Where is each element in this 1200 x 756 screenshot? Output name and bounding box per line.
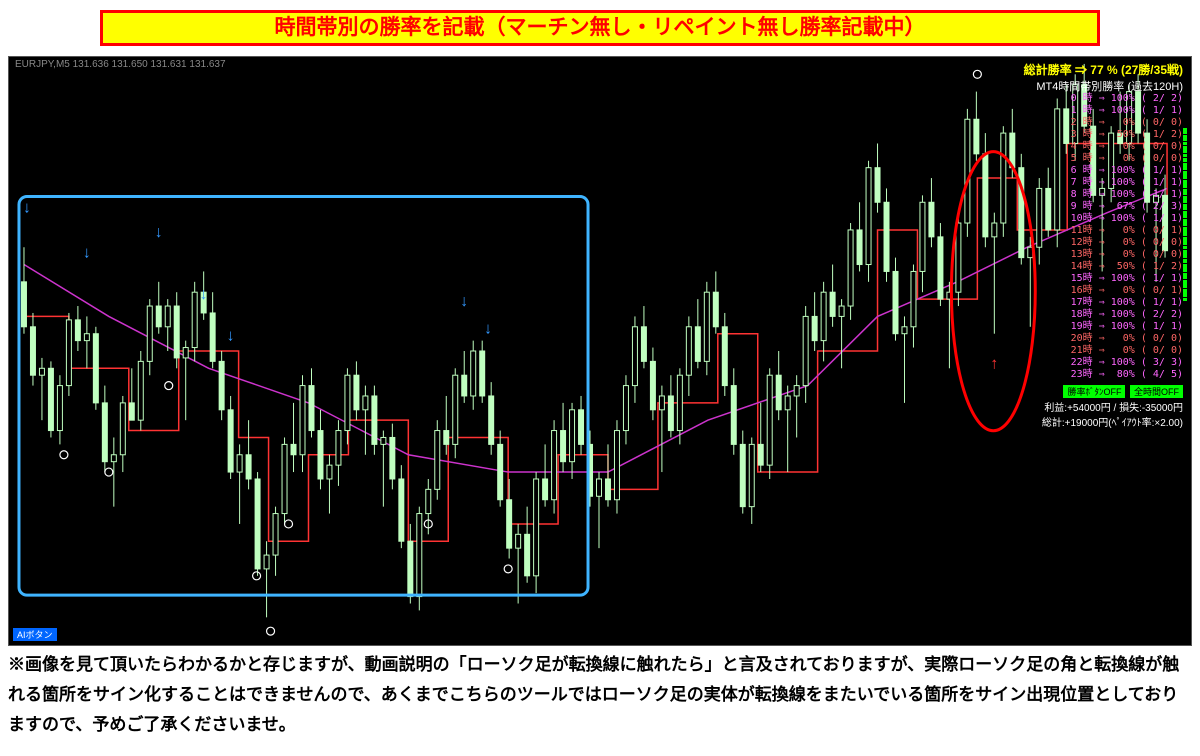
banner-title: 時間帯別の勝率を記載（マーチン無し・リペイント無し勝率記載中） [100, 10, 1100, 46]
ai-button[interactable]: AIボタン [13, 628, 57, 641]
stats-header: 総計勝率 ⇒ 77 % (27勝/35戦) MT4時間帯別勝率 (過去120H) [1024, 61, 1183, 94]
hour-row: 14時 ⇒ 50% ( 1/ 2) [1071, 261, 1183, 273]
hour-row: 1 時 ⇒ 100% ( 1/ 1) [1071, 105, 1183, 117]
side-bars [1183, 127, 1189, 302]
hour-row: 7 時 ⇒ 100% ( 1/ 1) [1071, 177, 1183, 189]
alltime-toggle-button[interactable]: 全時間OFF [1130, 385, 1183, 398]
hour-row: 6 時 ⇒ 100% ( 1/ 1) [1071, 165, 1183, 177]
chart-area[interactable]: EURJPY,M5 131.636 131.650 131.631 131.63… [8, 56, 1192, 646]
hour-row: 16時 ⇒ 0% ( 0/ 1) [1071, 285, 1183, 297]
hour-row: 3 時 ⇒ 50% ( 1/ 2) [1071, 129, 1183, 141]
hour-row: 20時 ⇒ 0% ( 0/ 0) [1071, 333, 1183, 345]
hour-row: 19時 ⇒ 100% ( 1/ 1) [1071, 321, 1183, 333]
winrate-toggle-button[interactable]: 勝率ﾎﾞﾀﾝOFF [1063, 385, 1125, 398]
hour-row: 9 時 ⇒ 67% ( 2/ 3) [1071, 201, 1183, 213]
hour-row: 15時 ⇒ 100% ( 1/ 1) [1071, 273, 1183, 285]
footer-note: ※画像を見て頂いたらわかるかと存じますが、動画説明の「ローソク足が転換線に触れた… [8, 650, 1192, 740]
down-arrow-icon: ↓ [200, 286, 208, 303]
hour-row: 0 時 ⇒ 100% ( 2/ 2) [1071, 93, 1183, 105]
hour-row: 8 時 ⇒ 100% ( 1/ 1) [1071, 189, 1183, 201]
hour-row: 21時 ⇒ 0% ( 0/ 0) [1071, 345, 1183, 357]
stats-subtitle: MT4時間帯別勝率 (過去120H) [1024, 78, 1183, 94]
total-winrate: 総計勝率 ⇒ 77 % (27勝/35戦) [1024, 61, 1183, 78]
down-arrow-icon: ↓ [460, 293, 468, 310]
hour-row: 2 時 ⇒ 0% ( 0/ 0) [1071, 117, 1183, 129]
hour-row: 12時 ⇒ 0% ( 0/ 0) [1071, 237, 1183, 249]
signal-circle-icon [253, 572, 261, 580]
hour-row: 22時 ⇒ 100% ( 3/ 3) [1071, 357, 1183, 369]
down-arrow-icon: ↓ [227, 328, 235, 345]
highlight-ellipse-red [951, 152, 1035, 431]
signal-circle-icon [285, 520, 293, 528]
hour-winrate-table: 0 時 ⇒ 100% ( 2/ 2)1 時 ⇒ 100% ( 1/ 1)2 時 … [1071, 93, 1183, 381]
down-arrow-icon: ↓ [83, 245, 91, 262]
signal-circle-icon [105, 468, 113, 476]
down-arrow-icon: ↓ [23, 200, 31, 217]
hour-row: 10時 ⇒ 100% ( 1/ 1) [1071, 213, 1183, 225]
toggle-buttons: 勝率ﾎﾞﾀﾝOFF 全時間OFF [1061, 385, 1183, 398]
signal-circle-icon [973, 70, 981, 78]
hour-row: 11時 ⇒ 0% ( 0/ 1) [1071, 225, 1183, 237]
grand-total-line: 総計:+19000円(ﾍﾟｲｱｳﾄ率:×2.00) [1042, 414, 1183, 429]
profit-totals: 利益:+54000円 / 損失:-35000円 総計:+19000円(ﾍﾟｲｱｳ… [1042, 399, 1183, 429]
up-arrow-icon: ↑ [990, 355, 998, 372]
candlestick-plot: ↓ ↓ ↓ ↓ ↓ ↓ ↓ ↑ [9, 57, 1191, 645]
signal-circle-icon [267, 627, 275, 635]
hour-row: 23時 ⇒ 80% ( 4/ 5) [1071, 369, 1183, 381]
page: 時間帯別の勝率を記載（マーチン無し・リペイント無し勝率記載中） EURJPY,M… [0, 0, 1200, 756]
hour-row: 5 時 ⇒ 0% ( 0/ 0) [1071, 153, 1183, 165]
hour-row: 13時 ⇒ 0% ( 0/ 0) [1071, 249, 1183, 261]
signal-circle-icon [504, 565, 512, 573]
signal-circle-icon [165, 382, 173, 390]
signal-circle-icon [60, 451, 68, 459]
profit-loss-line: 利益:+54000円 / 損失:-35000円 [1042, 399, 1183, 414]
hour-row: 4 時 ⇒ 0% ( 0/ 0) [1071, 141, 1183, 153]
down-arrow-icon: ↓ [155, 224, 163, 241]
hour-row: 18時 ⇒ 100% ( 2/ 2) [1071, 309, 1183, 321]
hour-row: 17時 ⇒ 100% ( 1/ 1) [1071, 297, 1183, 309]
down-arrow-icon: ↓ [484, 321, 492, 338]
